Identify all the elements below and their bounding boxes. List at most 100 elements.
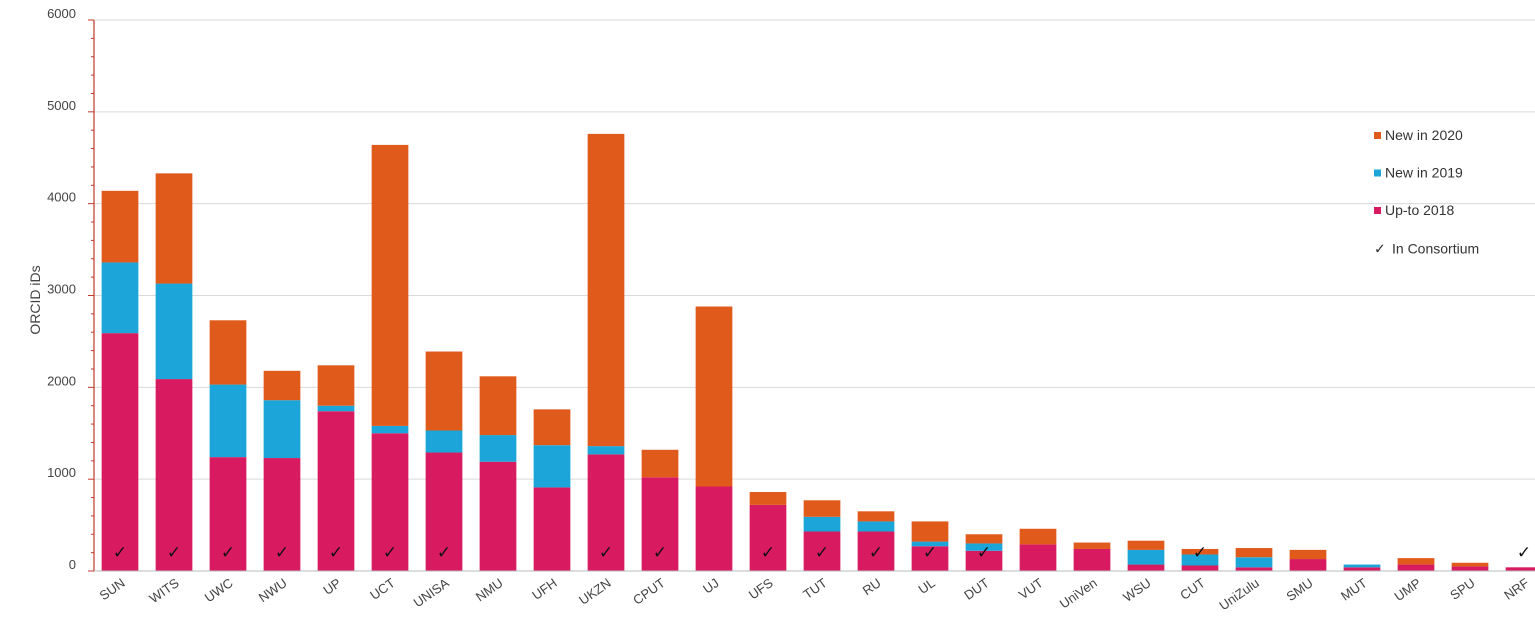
consortium-check: ✓: [761, 543, 775, 563]
y-axis-title: ORCID iDs: [27, 265, 43, 334]
consortium-check: ✓: [221, 543, 235, 563]
bar-segment: [209, 320, 247, 385]
bar-segment: [1235, 567, 1273, 571]
consortium-check: ✓: [113, 543, 127, 563]
bar-segment: [533, 409, 571, 446]
y-tick-label: 1000: [47, 465, 76, 480]
consortium-check: ✓: [815, 543, 829, 563]
consortium-check: ✓: [275, 543, 289, 563]
consortium-check: ✓: [167, 543, 181, 563]
bar-segment: [587, 133, 625, 447]
x-category-label: UWC: [202, 575, 236, 605]
bar-segment: [1127, 564, 1165, 571]
legend-swatch: [1374, 169, 1381, 177]
bar-segment: [1235, 557, 1273, 568]
bar-segment: [317, 405, 355, 412]
bar-segment: [749, 492, 787, 505]
x-category-label: UFS: [746, 575, 776, 602]
bar-segment: [155, 379, 193, 571]
bar-segment: [1181, 554, 1219, 566]
x-category-label: UL: [915, 575, 937, 597]
x-category-label: RU: [860, 575, 884, 598]
bar-segment: [803, 531, 841, 571]
consortium-check: ✓: [923, 543, 937, 563]
bar-segment: [1505, 567, 1535, 571]
y-tick-label: 0: [69, 557, 76, 572]
bar-segment: [587, 446, 625, 455]
consortium-check: ✓: [437, 543, 451, 563]
bar-segment: [317, 411, 355, 571]
bar-segment: [695, 486, 733, 571]
bar-segment: [587, 454, 625, 571]
x-category-label: NRF: [1501, 575, 1532, 603]
bar-segment: [1451, 562, 1489, 567]
bar-segment: [1397, 558, 1435, 565]
bar-segment: [101, 262, 139, 334]
gridlines: [94, 19, 1535, 480]
bar-segment: [749, 504, 787, 571]
bar-segment: [533, 487, 571, 571]
legend-label: In Consortium: [1392, 241, 1479, 257]
x-category-label: UniVen: [1057, 575, 1100, 611]
x-category-label: VUT: [1016, 575, 1046, 602]
bar-segment: [1073, 542, 1111, 549]
x-category-label: WITS: [146, 575, 181, 606]
y-tick-label: 2000: [47, 373, 76, 388]
bar-segment: [209, 457, 247, 571]
consortium-check: ✓: [599, 543, 613, 563]
bar-segment: [263, 458, 301, 571]
bar-segment: [317, 365, 355, 406]
bar-segment: [1073, 548, 1111, 571]
consortium-check: ✓: [1193, 543, 1207, 563]
bar-segment: [425, 430, 463, 453]
x-category-label: TUT: [800, 575, 829, 602]
x-category-label: UNISA: [411, 575, 452, 610]
bar-segment: [695, 306, 733, 487]
x-category-label: WSU: [1120, 575, 1153, 605]
x-category-label: SPU: [1447, 575, 1478, 603]
bar-segment: [101, 333, 139, 571]
bar-segment: [371, 144, 409, 426]
bar-segment: [965, 543, 1003, 551]
bar-segment: [803, 500, 841, 517]
bar-segment: [803, 516, 841, 532]
x-category-label: UFH: [529, 575, 559, 603]
bar-segment: [479, 435, 517, 462]
x-category-label: UniZulu: [1216, 575, 1261, 613]
bar-segment: [1181, 548, 1219, 555]
x-category-label: NWU: [256, 575, 290, 605]
bar-segment: [155, 283, 193, 380]
legend-swatch: [1374, 207, 1381, 214]
bar-segment: [965, 534, 1003, 544]
consortium-check: ✓: [869, 543, 883, 563]
x-category-label: CUT: [1177, 575, 1208, 603]
y-tick-label: 6000: [47, 6, 76, 21]
consortium-check: ✓: [977, 543, 991, 563]
y-tick-label: 5000: [47, 98, 76, 113]
bar-segment: [209, 384, 247, 458]
bar-segment: [911, 541, 949, 547]
bar-segment: [857, 521, 895, 532]
x-category-label: UMP: [1391, 575, 1423, 604]
bar-segment: [263, 400, 301, 459]
bar-segment: [1235, 548, 1273, 558]
consortium-check: ✓: [383, 543, 397, 563]
bar-segment: [1127, 540, 1165, 550]
bar-segment: [911, 546, 949, 571]
bar-segment: [1451, 566, 1489, 571]
bars: [101, 133, 1535, 571]
consortium-check: ✓: [653, 543, 667, 563]
x-category-label: UJ: [700, 575, 722, 596]
x-category-label: DUT: [961, 575, 992, 603]
bar-segment: [1289, 559, 1327, 571]
consortium-check: ✓: [329, 543, 343, 563]
x-category-label: UCT: [367, 575, 398, 603]
x-category-label: SMU: [1283, 575, 1315, 604]
y-tick-label: 3000: [47, 282, 76, 297]
bar-segment: [479, 461, 517, 571]
bar-segment: [1019, 528, 1057, 545]
bar-segment: [371, 425, 409, 434]
bar-segment: [911, 521, 949, 542]
x-category-label: CPUT: [630, 575, 668, 608]
y-tick-label: 4000: [47, 190, 76, 205]
